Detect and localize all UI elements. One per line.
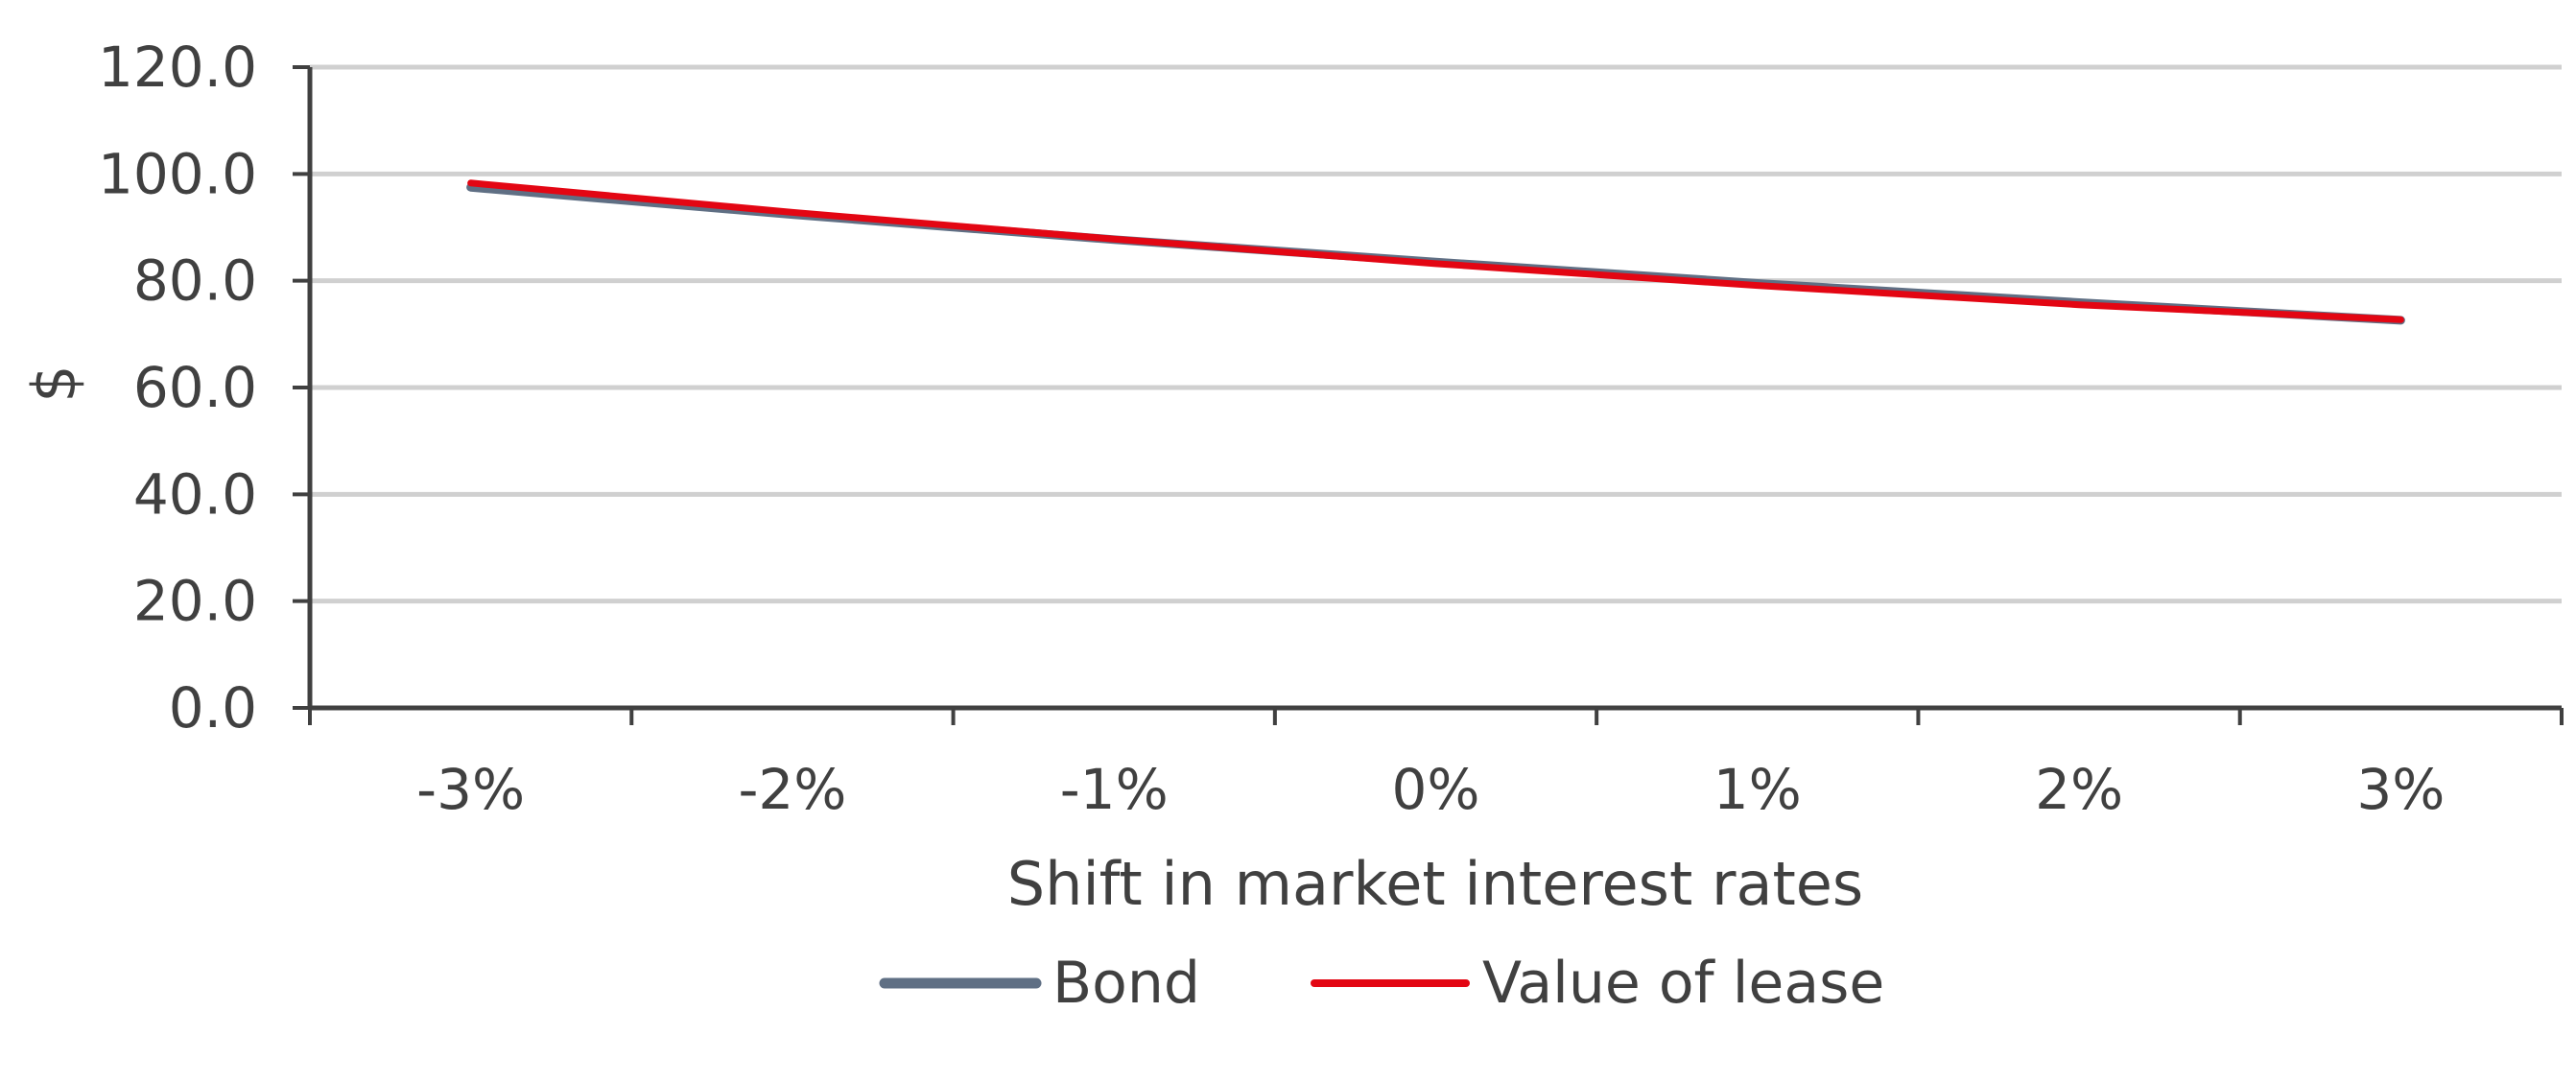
y-tick-label: 100.0: [98, 141, 257, 206]
x-axis-title: Shift in market interest rates: [1007, 849, 1863, 919]
x-tick-label: 3%: [2356, 757, 2445, 822]
y-tick-label: 120.0: [98, 35, 257, 100]
series-lines: [466, 179, 2405, 325]
x-tick-label: -1%: [1060, 757, 1169, 822]
y-tick-label: 0.0: [169, 675, 257, 741]
x-tick-label: -2%: [738, 757, 846, 822]
x-tick-label: 1%: [1713, 757, 1802, 822]
y-tick-label: 40.0: [133, 461, 257, 527]
legend-label: Value of lease: [1482, 950, 1884, 1017]
x-tick-label: -3%: [416, 757, 525, 822]
legend-label: Bond: [1052, 950, 1200, 1017]
y-axis-title: $: [19, 365, 89, 402]
axes: [293, 65, 2564, 725]
y-tick-label: 60.0: [133, 355, 257, 420]
y-tick-label: 20.0: [133, 569, 257, 634]
y-tick-label: 80.0: [133, 248, 257, 314]
gridlines: [310, 64, 2562, 604]
x-tick-label: 0%: [1391, 757, 1479, 822]
legend: Bond Value of lease: [879, 950, 1884, 1017]
series-line: [467, 179, 2404, 323]
x-tick-label: 2%: [2035, 757, 2123, 822]
tick-labels: 0.0 20.0 40.0 60.0 80.0 100.0 120.0 -3% -2% -1% 0%…: [98, 35, 2445, 822]
